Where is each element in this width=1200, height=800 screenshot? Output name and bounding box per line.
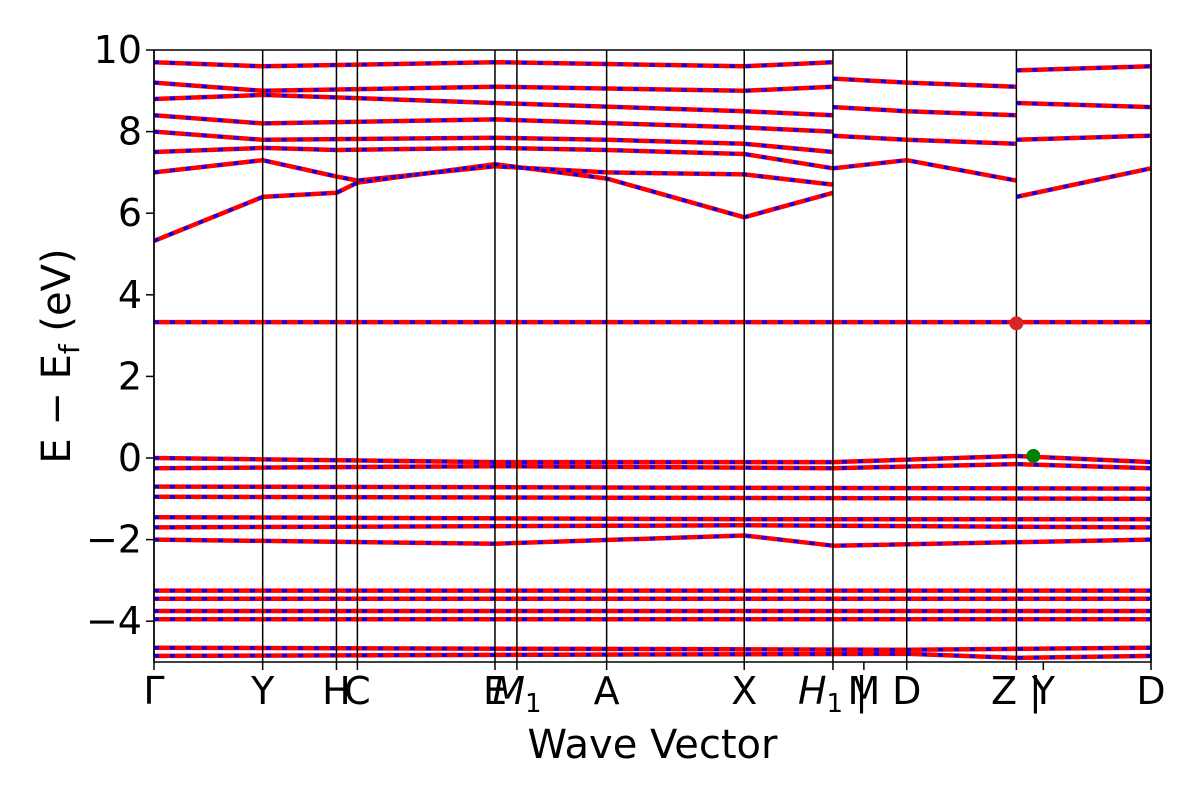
y-tick-label-5: 6 bbox=[118, 191, 142, 235]
x-tick-label-8: H1 | bbox=[798, 669, 868, 719]
band-line-spin-up-11 bbox=[832, 76, 1017, 89]
band-line-spin-up-23 bbox=[154, 533, 1151, 548]
band-line-spin-up-29 bbox=[154, 652, 1151, 660]
x-tick-label-0: Γ bbox=[143, 669, 164, 713]
y-tick-label-3: 2 bbox=[118, 354, 142, 398]
band-line-spin-up-12 bbox=[1016, 166, 1151, 199]
x-tick-label-1: Y bbox=[250, 669, 275, 713]
band-line-spin-down-9 bbox=[832, 133, 1017, 147]
x-axis-ticks: Γ Y HC EM1 A X H1 |M D Z |Y D bbox=[143, 662, 1166, 719]
y-tick-label-2: 0 bbox=[118, 436, 142, 480]
x-tick-label-5: M1 bbox=[492, 669, 541, 719]
band-line-spin-up-21 bbox=[154, 515, 1151, 521]
y-axis-ticks: −4 −2 0 2 4 6 8 10 bbox=[86, 28, 154, 643]
band-line-spin-up-13 bbox=[1016, 133, 1151, 142]
band-line-spin-up-0 bbox=[154, 162, 834, 243]
valence-band-maximum-marker bbox=[1026, 448, 1041, 463]
band-line-spin-down-3 bbox=[154, 129, 834, 155]
y-tick-label-6: 8 bbox=[118, 110, 142, 154]
y-tick-label-1: −2 bbox=[86, 518, 142, 562]
band-line-spin-up-1 bbox=[154, 158, 834, 187]
x-tick-label-3: C bbox=[344, 669, 371, 713]
x-tick-label-13: D bbox=[1136, 669, 1165, 713]
y-tick-label-0: −4 bbox=[86, 599, 142, 643]
x-tick-label-10: D bbox=[892, 669, 921, 713]
x-tick-label-2: H bbox=[322, 669, 351, 713]
x-tick-label-7: X bbox=[731, 669, 757, 713]
band-line-spin-up-17 bbox=[154, 454, 1151, 464]
plot-frame bbox=[153, 49, 1152, 663]
band-line-spin-up-15 bbox=[1016, 64, 1151, 73]
y-tick-label-4: 4 bbox=[118, 273, 142, 317]
band-line-spin-up-19 bbox=[154, 484, 1151, 491]
y-tick-label-7: 10 bbox=[94, 28, 142, 72]
band-line-spin-down-8 bbox=[832, 157, 1017, 183]
x-axis-title: Wave Vector bbox=[528, 722, 779, 768]
band-line-spin-up-20 bbox=[154, 495, 1151, 501]
y-axis-title: E − Ef (eV) bbox=[34, 248, 86, 463]
band-line-spin-up-18 bbox=[154, 462, 1151, 470]
band-line-spin-down-10 bbox=[832, 104, 1017, 118]
x-tick-label-12: Y bbox=[1031, 669, 1056, 713]
band-line-spin-up-9 bbox=[832, 133, 1017, 146]
band-extrema-markers bbox=[1009, 316, 1041, 463]
x-tick-label-11: Z | bbox=[991, 669, 1042, 714]
x-tick-label-6: A bbox=[594, 669, 620, 713]
band-line-spin-up-8 bbox=[832, 158, 1017, 183]
x-tick-label-9: M bbox=[847, 669, 880, 713]
bands-layer bbox=[154, 59, 1151, 661]
band-line-spin-up-22 bbox=[154, 523, 1151, 530]
x-tick-label-4: E bbox=[483, 669, 507, 713]
band-line-spin-up-10 bbox=[832, 105, 1017, 118]
band-line-spin-up-14 bbox=[1016, 101, 1151, 109]
band-line-spin-down-11 bbox=[832, 76, 1017, 89]
conduction-band-minimum-marker bbox=[1009, 316, 1024, 331]
